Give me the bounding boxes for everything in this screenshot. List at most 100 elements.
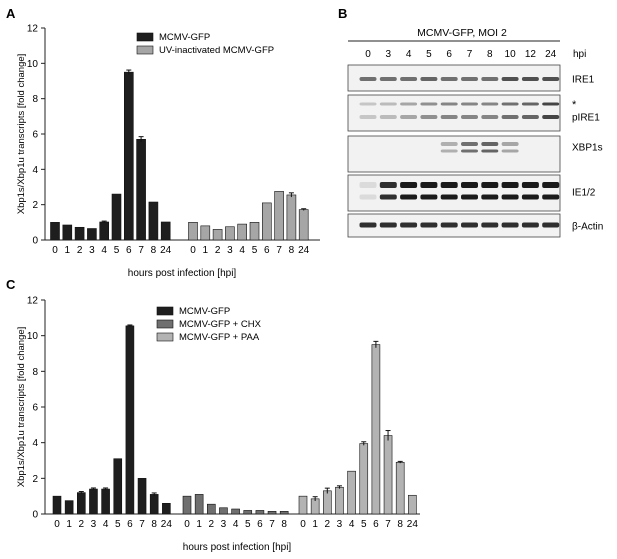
blot-band	[481, 102, 499, 106]
chart-c-xtick-label: 1	[66, 519, 72, 530]
blot-band	[379, 194, 397, 200]
chart-a-bar	[188, 222, 198, 241]
blot-band	[420, 222, 438, 228]
chart-a-xtick-label: 8	[151, 245, 157, 256]
blot-lane-label: 4	[406, 49, 412, 60]
blot-title: MCMV-GFP, MOI 2	[417, 27, 507, 39]
chart-c-xtick-label: 5	[245, 519, 251, 530]
blot-band	[461, 77, 478, 81]
blot-band	[359, 77, 377, 81]
chart-a-bar	[62, 224, 73, 241]
panel-label-c: C	[6, 277, 16, 292]
chart-a-legend-swatch	[136, 45, 154, 55]
chart-c-xtick-label: 6	[257, 519, 263, 530]
chart-a-bar	[136, 139, 146, 241]
chart-c-bar	[408, 494, 417, 515]
chart-a-xtick-label: 5	[252, 245, 258, 256]
chart-c-xtick-label: 0	[54, 519, 60, 530]
chart-c-xtick-label: 3	[221, 519, 227, 530]
chart-c-bar	[243, 510, 253, 515]
chart-a-bar	[99, 221, 109, 241]
chart-c-legend-swatch	[156, 306, 174, 316]
blot-band	[481, 222, 499, 228]
chart-a-xtick-label: 3	[227, 245, 233, 256]
chart-a-bar	[298, 209, 309, 241]
blot-band	[521, 222, 539, 228]
chart-c-bar	[89, 488, 98, 515]
chart-c-ytick-label: 2	[32, 474, 38, 485]
blot-strip	[347, 135, 561, 173]
chart-c-legend-swatch	[156, 332, 174, 342]
blot-band	[461, 115, 478, 119]
chart-c-ytick-label: 8	[32, 367, 38, 378]
chart-c-bar	[279, 511, 289, 515]
chart-c-xtick-label: 7	[385, 519, 391, 530]
chart-a-bar	[160, 221, 171, 241]
chart-a-bar	[87, 228, 97, 241]
chart-a-bar	[124, 71, 134, 241]
chart-c-bar	[219, 507, 228, 515]
chart-c-bar	[383, 435, 393, 515]
blot-row-label: β-Actin	[572, 222, 603, 233]
chart-a-ylabel: Xbp1s/Xbp1u transcripts [fold change]	[16, 54, 27, 215]
chart-a-xtick-label: 6	[126, 245, 132, 256]
blot-band	[379, 222, 397, 228]
chart-a-ytick-label: 2	[32, 200, 38, 211]
blot-band	[440, 194, 458, 200]
chart-a-ytick-label: 12	[27, 24, 39, 35]
chart-a-legend-label: MCMV-GFP	[159, 32, 210, 43]
blot-lane-label: 8	[487, 49, 493, 60]
blot-lane-label: 7	[467, 49, 473, 60]
chart-a-xtick-label: 24	[298, 245, 310, 256]
chart-c-bar	[335, 486, 344, 515]
chart-a-ytick-label: 0	[32, 236, 38, 247]
blot-band	[400, 222, 418, 228]
chart-c-bar	[255, 510, 265, 515]
blot-band	[359, 222, 377, 228]
blot-strip	[347, 174, 561, 212]
chart-a-xtick-label: 8	[289, 245, 295, 256]
blot-band	[542, 102, 560, 106]
chart-c-xtick-label: 7	[139, 519, 145, 530]
chart-c-bar	[371, 344, 381, 515]
chart-c-xtick-label: 8	[151, 519, 157, 530]
blot-band	[379, 182, 397, 188]
chart-a-xtick-label: 4	[239, 245, 245, 256]
blot-lane-label: 0	[365, 49, 371, 60]
blot-band	[521, 115, 539, 119]
chart-c-bar	[347, 470, 356, 515]
chart-a-legend-label: UV-inactivated MCMV-GFP	[159, 45, 274, 56]
chart-c-bar	[125, 325, 135, 515]
chart-c-bar	[207, 503, 216, 515]
chart-c-xtick-label: 2	[325, 519, 331, 530]
chart-a-bar	[200, 225, 211, 241]
blot-band	[481, 115, 499, 119]
blot-band	[440, 149, 458, 153]
blot-strip	[347, 94, 561, 132]
chart-c-bar	[310, 498, 320, 515]
chart-c-bar	[194, 494, 204, 515]
chart-a-ytick-label: 10	[27, 59, 39, 70]
chart-c-bar	[298, 495, 308, 515]
chart-a-xtick-label: 4	[101, 245, 107, 256]
panel-label-a: A	[6, 6, 16, 21]
chart-a-ytick-label: 4	[32, 165, 38, 176]
chart-c-xtick-label: 0	[300, 519, 306, 530]
chart-c-bar	[322, 490, 332, 515]
chart-c-ytick-label: 12	[27, 296, 39, 307]
western-blot: MCMV-GFP, MOI 2 hpi 0 3 4 5 6 7 8 10 12 24 IRE1 * p…	[347, 27, 603, 238]
chart-c-bar	[395, 461, 405, 515]
blot-band	[359, 115, 377, 119]
chart-c-bar	[137, 478, 147, 515]
chart-c-bar	[101, 488, 110, 515]
chart-c-xtick-label: 0	[184, 519, 190, 530]
chart-a-bar	[50, 222, 60, 241]
blot-band	[481, 194, 499, 200]
blot-lane-label: 3	[386, 49, 392, 60]
chart-c-bar	[113, 458, 123, 515]
blot-band	[440, 77, 458, 81]
chart-c-xtick-label: 5	[361, 519, 367, 530]
blot-band	[542, 182, 560, 188]
blot-band	[400, 194, 418, 200]
